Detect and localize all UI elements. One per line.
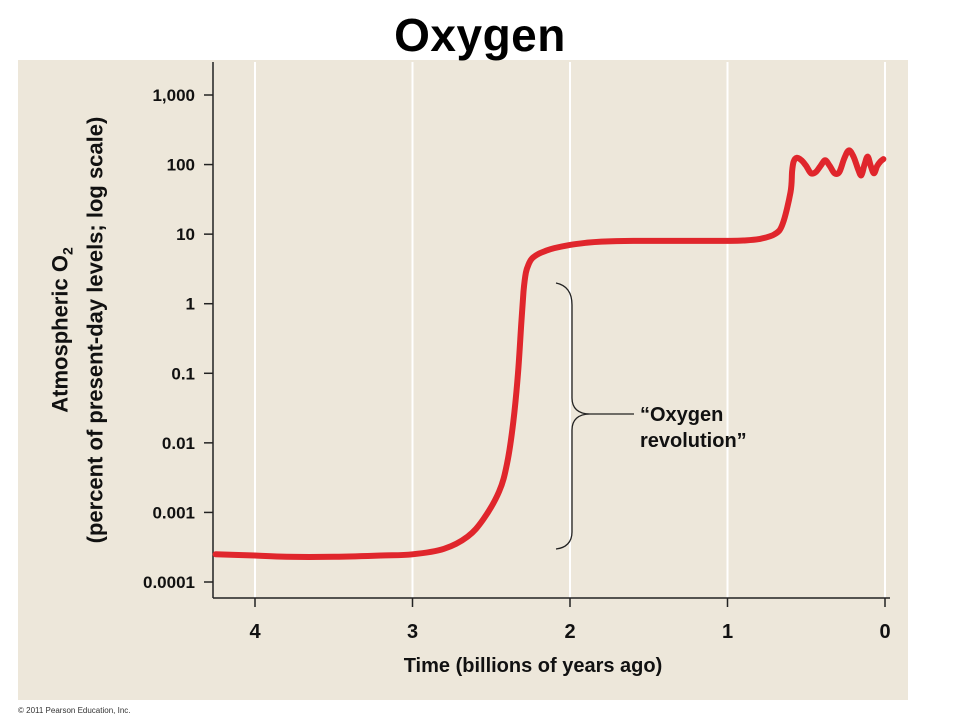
- annotation-line2: revolution”: [640, 430, 747, 452]
- curly-brace: [555, 282, 591, 550]
- y-tick-label: 100: [167, 156, 195, 175]
- y-tick-label: 10: [176, 225, 195, 244]
- y-axis-label-line1: Atmospheric O: [47, 255, 73, 413]
- y-tick-label: 0.1: [171, 364, 195, 383]
- y-tick-label: 0.001: [152, 503, 195, 522]
- y-tick-label: 1: [186, 295, 195, 314]
- y-axis-label-subscript: 2: [59, 247, 76, 256]
- series-layer: [212, 147, 887, 560]
- x-tick-label: 4: [249, 621, 261, 643]
- x-tick-label: 3: [407, 621, 418, 643]
- y-axis-label: Atmospheric O2 (percent of present-day l…: [46, 30, 109, 630]
- tick-marks: [204, 94, 886, 607]
- annotation-bracket: [555, 282, 634, 550]
- y-tick-label: 0.0001: [143, 573, 195, 592]
- y-tick-label: 0.01: [162, 434, 195, 453]
- chart-background: [18, 60, 908, 700]
- x-tick-label: 0: [879, 621, 890, 643]
- x-tick-label: 2: [564, 621, 575, 643]
- x-tick-label: 1: [722, 621, 733, 643]
- annotation-line1: “Oxygen: [640, 404, 724, 426]
- axes: [212, 62, 890, 599]
- copyright-notice: © 2011 Pearson Education, Inc.: [18, 706, 131, 715]
- oxygen-curve: [212, 147, 887, 560]
- x-axis-label: Time (billions of years ago): [403, 655, 663, 677]
- y-axis-label-line2: (percent of present-day levels; log scal…: [82, 116, 108, 544]
- y-tick-label: 1,000: [152, 86, 195, 105]
- annotation-text: “Oxygen revolution”: [640, 402, 747, 454]
- grid-lines: [254, 62, 886, 598]
- chart-title: Oxygen: [394, 9, 566, 61]
